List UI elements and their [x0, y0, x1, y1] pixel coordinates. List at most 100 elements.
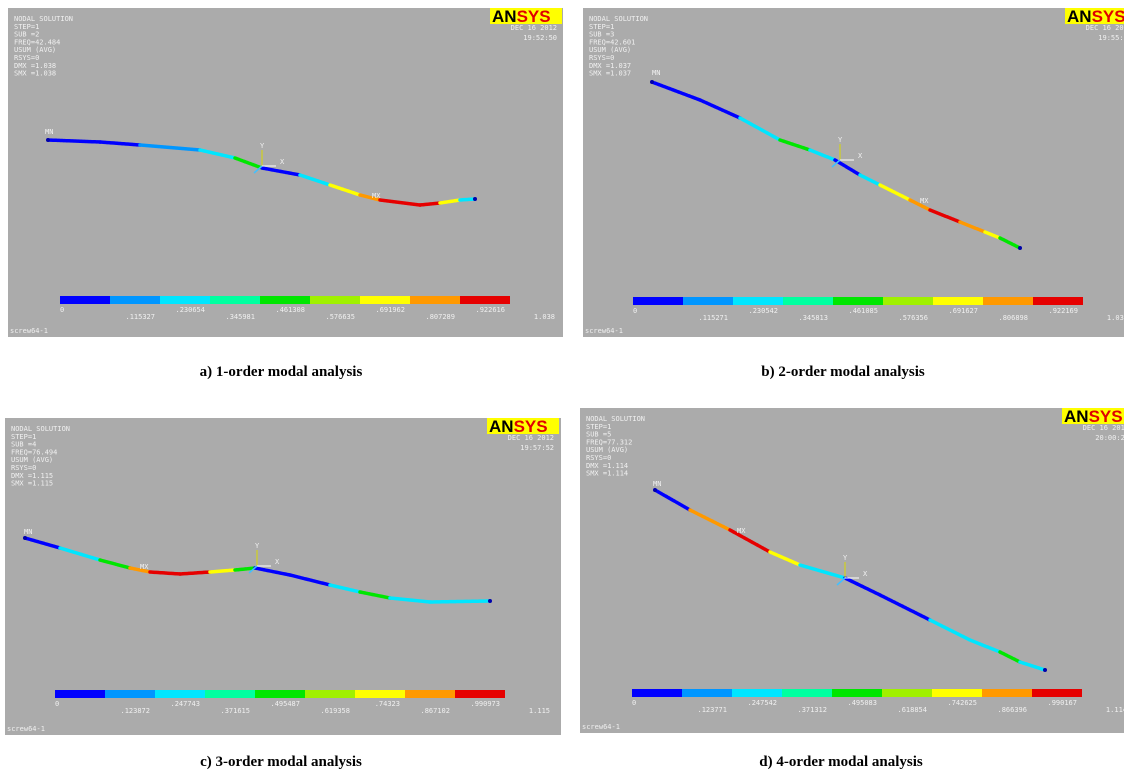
legend-label: .247542 [747, 699, 777, 707]
end-node [473, 197, 477, 201]
mode-shape [430, 601, 490, 602]
legend-label: .807289 [425, 313, 455, 321]
legend-swatch [255, 690, 305, 698]
logo: ANSYS [1064, 407, 1123, 426]
min-tag: MN [653, 480, 661, 488]
mode-shape [460, 199, 475, 200]
legend-swatch [410, 296, 460, 304]
info-line: USUM (AVG) [14, 46, 56, 54]
legend-swatch [105, 690, 155, 698]
legend-label: 0 [632, 699, 636, 707]
max-tag: MX [372, 192, 381, 200]
legend-label: .247743 [170, 700, 200, 708]
legend-label: .619358 [320, 707, 350, 715]
panel: NODAL SOLUTIONSTEP=1SUB =2FREQ=42.484USU… [8, 7, 563, 337]
legend-label: .123872 [120, 707, 150, 715]
legend-label: .461308 [275, 306, 305, 314]
footer: screw64-1 [582, 723, 620, 731]
legend-swatch [783, 297, 833, 305]
info-line: STEP=1 [586, 423, 611, 431]
legend-label: 1.038 [534, 313, 555, 321]
legend-label: 1.037 [1107, 314, 1124, 322]
legend-label: .922616 [475, 306, 505, 314]
info-line: SMX =1.037 [589, 70, 631, 78]
info-line: SMX =1.038 [14, 70, 56, 78]
info-line: SMX =1.115 [11, 480, 53, 488]
info-line: FREQ=76.494 [11, 448, 57, 456]
legend-swatch [260, 296, 310, 304]
time: 19:55:24 [1098, 34, 1124, 42]
legend-swatch [460, 296, 510, 304]
mode-shape [210, 570, 235, 572]
panel-bg [580, 408, 1124, 733]
time: 20:00:25 [1095, 434, 1124, 442]
legend-swatch [932, 689, 982, 697]
caption: d) 4-order modal analysis [759, 754, 923, 770]
info-line: RSYS=0 [586, 454, 611, 462]
legend-swatch [933, 297, 983, 305]
info-line: USUM (AVG) [586, 446, 628, 454]
legend-swatch [733, 297, 783, 305]
info-line: SUB =3 [589, 31, 614, 39]
legend-swatch [1033, 297, 1083, 305]
info-line: FREQ=42.601 [589, 38, 635, 46]
end-node [46, 138, 50, 142]
max-tag: MX [737, 527, 746, 535]
legend-swatch [982, 689, 1032, 697]
info-line: DMX =1.038 [14, 62, 56, 70]
legend-swatch [155, 690, 205, 698]
legend-label: .461085 [848, 307, 878, 315]
legend-swatch [632, 689, 682, 697]
info-line: SMX =1.114 [586, 470, 628, 478]
info-line: DMX =1.115 [11, 472, 53, 480]
legend-swatch [355, 690, 405, 698]
end-node [653, 488, 657, 492]
info-line: FREQ=42.484 [14, 38, 60, 46]
info-line: NODAL SOLUTION [589, 15, 648, 23]
legend-swatch [833, 297, 883, 305]
info-line: STEP=1 [14, 23, 39, 31]
legend-label: .345813 [798, 314, 828, 322]
max-tag: MX [140, 563, 149, 571]
info-line: DMX =1.037 [589, 62, 631, 70]
footer: screw64-1 [7, 725, 45, 733]
info-line: SUB =2 [14, 31, 39, 39]
max-tag: MX [920, 197, 929, 205]
legend-swatch [832, 689, 882, 697]
info-line: SUB =5 [586, 431, 611, 439]
legend-swatch [882, 689, 932, 697]
legend-swatch [110, 296, 160, 304]
legend-label: .74323 [375, 700, 400, 708]
legend-label: .990167 [1047, 699, 1077, 707]
info-line: NODAL SOLUTION [586, 415, 645, 423]
legend-label: .867102 [420, 707, 450, 715]
legend-label: .230654 [175, 306, 205, 314]
caption: a) 1-order modal analysis [200, 364, 363, 380]
legend-label: 1.114 [1106, 706, 1124, 714]
legend-swatch [160, 296, 210, 304]
legend-label: .230542 [748, 307, 778, 315]
logo-part: AN [1067, 7, 1092, 26]
legend-swatch [983, 297, 1033, 305]
legend-swatch [205, 690, 255, 698]
logo-part: AN [489, 417, 514, 436]
legend-swatch [682, 689, 732, 697]
logo-part: AN [492, 7, 517, 26]
caption: b) 2-order modal analysis [761, 364, 925, 380]
min-tag: MN [24, 528, 32, 536]
logo-part: SYS [1092, 7, 1124, 26]
logo: ANSYS [489, 417, 548, 436]
end-node [1018, 246, 1022, 250]
end-node [23, 536, 27, 540]
legend-swatch [1032, 689, 1082, 697]
figure: NODAL SOLUTIONSTEP=1SUB =2FREQ=42.484USU… [0, 0, 1124, 776]
legend-label: .691627 [948, 307, 978, 315]
legend-swatch [310, 296, 360, 304]
legend-swatch [782, 689, 832, 697]
legend-label: .345981 [225, 313, 255, 321]
legend-label: 0 [55, 700, 59, 708]
legend-label: .866396 [997, 706, 1027, 714]
legend-swatch [210, 296, 260, 304]
end-node [1043, 668, 1047, 672]
